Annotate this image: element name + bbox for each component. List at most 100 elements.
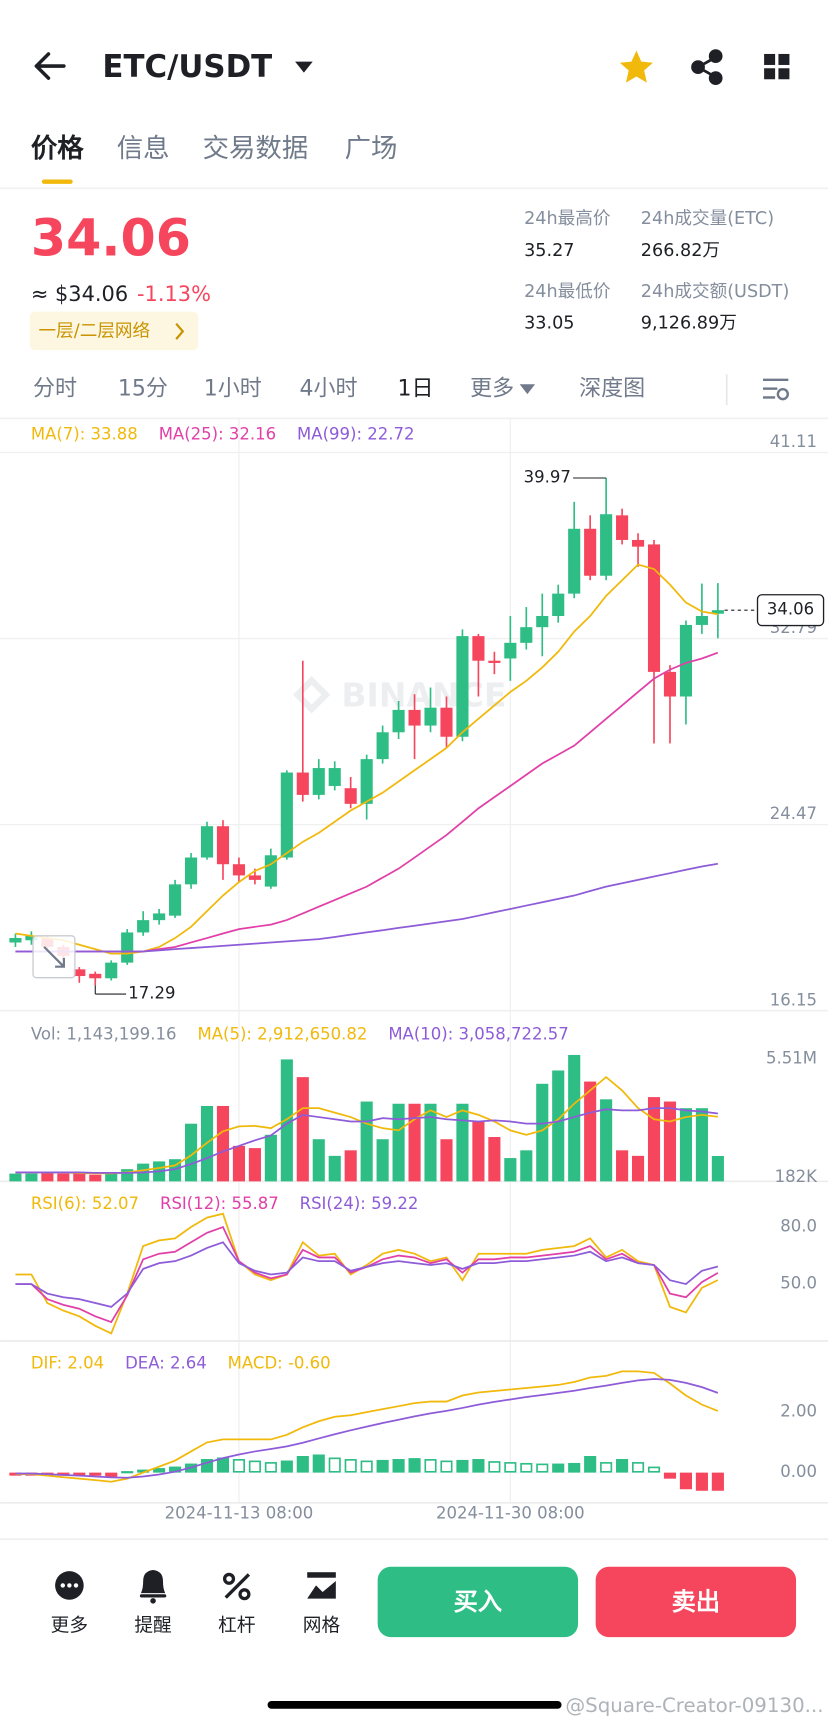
bar [488, 1137, 501, 1182]
legend-item: DIF: 2.04 [31, 1354, 104, 1373]
interval[interactable]: 深度图 [579, 377, 645, 402]
pair-title[interactable]: ETC/USDT [102, 49, 272, 85]
action-label[interactable]: 网格 [303, 1616, 341, 1637]
candle-body [552, 593, 565, 616]
favorite-star[interactable] [619, 50, 653, 83]
interval[interactable]: 4小时 [299, 377, 357, 402]
sell-button[interactable] [595, 1566, 797, 1638]
interval[interactable]: 更多 [470, 377, 514, 402]
bar [105, 1173, 118, 1182]
last-price-tag [756, 594, 825, 627]
candle-body [328, 768, 341, 786]
bar [504, 1462, 517, 1473]
bar [472, 1459, 485, 1473]
indicator-line [15, 563, 719, 955]
layout-icon[interactable] [764, 53, 790, 80]
bar [41, 1172, 54, 1182]
legend-item: MA(5): 2,912,650.82 [197, 1024, 367, 1043]
indicator-line [15, 862, 719, 953]
network-chevron[interactable] [175, 322, 185, 340]
bar [440, 1139, 453, 1182]
interval[interactable]: 15分 [118, 377, 168, 402]
legend-item: RSI(12): 55.87 [160, 1194, 279, 1213]
bar [392, 1459, 405, 1473]
interval-dropdown[interactable] [519, 384, 536, 395]
candle-body [169, 884, 182, 916]
legend-item: MA(7): 33.88 [31, 424, 138, 443]
legend-item: MA(25): 32.16 [159, 424, 276, 443]
pair-dropdown[interactable] [295, 61, 313, 73]
tab[interactable]: 价格 [31, 133, 84, 164]
legend-item: DEA: 2.64 [125, 1354, 207, 1373]
candle-body [488, 660, 501, 663]
legend-item: Vol: 1,143,199.16 [31, 1024, 177, 1043]
buy-label[interactable]: 买入 [454, 1588, 502, 1616]
bar [89, 1174, 102, 1182]
candle-body [472, 636, 485, 661]
bar [472, 1121, 485, 1182]
candle-body [153, 913, 166, 921]
buy-button[interactable] [377, 1566, 579, 1638]
stat-label: 24h成交量(ETC) [641, 209, 774, 229]
zoom-button[interactable] [32, 935, 76, 979]
bar [520, 1462, 533, 1473]
y-tick-label: 2.00 [780, 1402, 817, 1421]
bar [232, 1145, 245, 1182]
candle-body [408, 709, 421, 726]
bar [312, 1454, 325, 1473]
candle-body [73, 969, 86, 977]
candle-body [711, 610, 724, 614]
tab[interactable]: 广场 [345, 133, 398, 164]
legend-item: MA(10): 3,058,722.57 [388, 1024, 568, 1043]
sell-label[interactable]: 卖出 [672, 1588, 720, 1616]
bar [600, 1462, 613, 1473]
candle-body [679, 624, 692, 697]
tab[interactable]: 信息 [117, 133, 170, 164]
bar [137, 1469, 150, 1473]
y-tick-label: 182K [775, 1167, 818, 1186]
back-button[interactable] [34, 52, 66, 80]
candle-body [663, 671, 677, 697]
action-label[interactable]: 更多 [51, 1616, 88, 1637]
credit: @Square-Creator-09130... [565, 1694, 823, 1717]
interval[interactable]: 1日 [397, 377, 433, 402]
stat-label: 24h最高价 [524, 209, 611, 229]
network-pill[interactable] [29, 311, 199, 351]
candle-body [312, 768, 325, 795]
bar [695, 1108, 708, 1182]
candle-body [376, 732, 389, 760]
interval[interactable]: 分时 [33, 377, 77, 402]
share-icon[interactable] [691, 49, 723, 86]
bar [169, 1466, 182, 1473]
bar [89, 1472, 102, 1476]
candle-body [200, 826, 214, 858]
bar [184, 1123, 198, 1182]
x-tick-label: 2024-11-13 08:00 [165, 1503, 314, 1522]
margin-icon[interactable] [222, 1572, 251, 1601]
bar [169, 1159, 182, 1182]
bar [456, 1103, 469, 1182]
bar [679, 1472, 692, 1490]
bar [280, 1460, 293, 1473]
y-tick-label: 0.00 [780, 1462, 817, 1481]
alert-icon[interactable] [139, 1570, 167, 1604]
more-icon[interactable] [55, 1571, 84, 1600]
tab[interactable]: 交易数据 [203, 133, 309, 164]
legend-item: RSI(24): 59.22 [300, 1194, 419, 1213]
interval[interactable]: 1小时 [204, 377, 262, 402]
bar [376, 1139, 389, 1182]
action-label[interactable]: 杠杆 [218, 1616, 256, 1637]
network-label[interactable]: 一层/二层网络 [39, 321, 151, 341]
candle-body [647, 544, 661, 672]
action-label[interactable]: 提醒 [134, 1616, 172, 1637]
chart-settings-icon[interactable] [763, 378, 789, 401]
bar [392, 1103, 405, 1182]
candle-body [456, 636, 469, 737]
stat-value: 9,126.89万 [641, 314, 737, 334]
candle-body [616, 515, 629, 540]
bar [280, 1059, 293, 1182]
bar [679, 1108, 692, 1182]
grid-icon[interactable] [307, 1572, 336, 1599]
